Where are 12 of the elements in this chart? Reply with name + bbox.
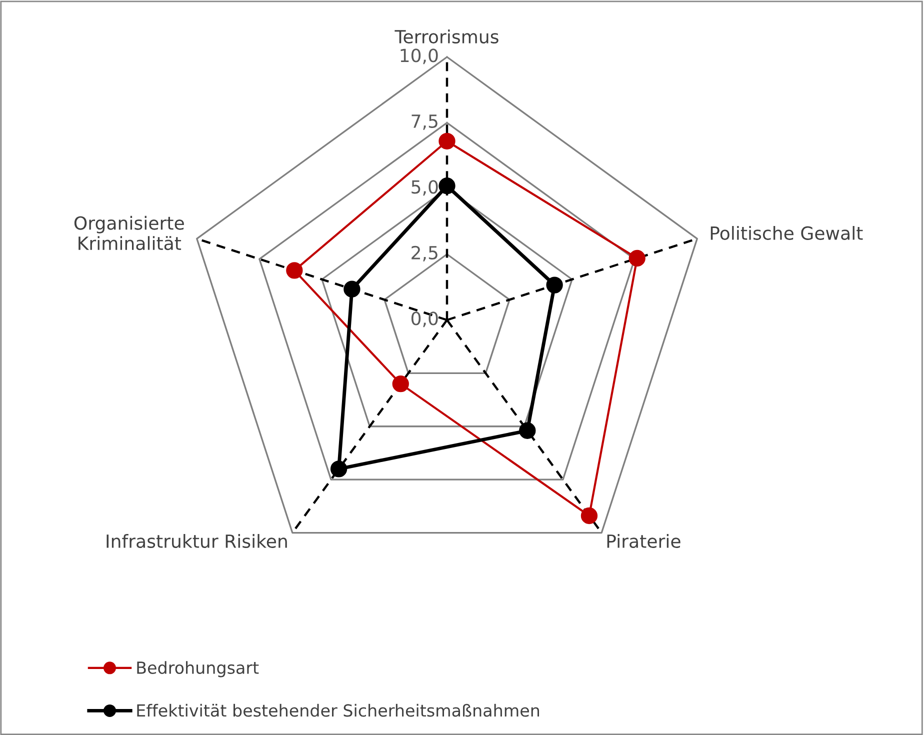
spoke-label: Infrastruktur Risiken — [106, 534, 287, 548]
y-tick-label: 10,0 — [400, 48, 438, 64]
legend-label: Bedrohungsart — [137, 661, 259, 678]
y-tick-label: 5,0 — [412, 180, 438, 196]
y-tick-label: 0,0 — [411, 312, 438, 328]
spoke-label: Piraterie — [607, 534, 680, 548]
legend-label: Effektivität bestehender Sicherheitsmaßnahmen — [137, 704, 540, 717]
spoke-label: Terrorismus — [394, 30, 498, 44]
spoke-label: Organisierte Kriminalität — [74, 216, 184, 250]
y-tick-label: 2,5 — [412, 246, 438, 262]
spoke-label: Politische Gewalt — [710, 226, 863, 240]
y-tick-label: 7,5 — [412, 114, 438, 130]
